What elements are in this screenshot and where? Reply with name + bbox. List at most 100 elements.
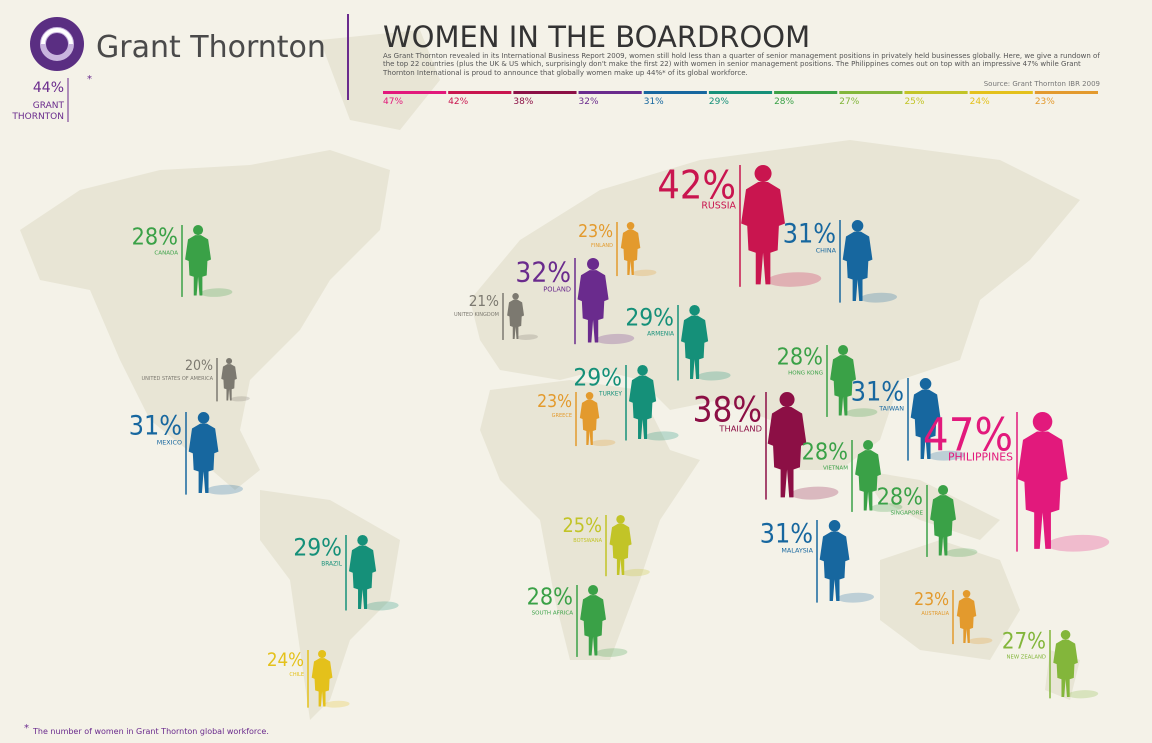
figure-body <box>507 299 525 340</box>
figure-shadow <box>837 592 875 603</box>
figure-shadow <box>790 486 839 500</box>
country-pct: 28% <box>527 584 573 611</box>
scale-bar <box>839 91 903 94</box>
country-name: THAILAND <box>718 423 762 433</box>
figure-shadow <box>206 484 244 495</box>
figure-shadow <box>696 371 731 381</box>
figure-shadow <box>591 439 616 447</box>
figure-head <box>689 305 700 316</box>
country-pct: 32% <box>515 256 571 289</box>
workforce-label: GRANT <box>33 101 65 111</box>
figure-shadow <box>200 288 233 297</box>
figure-body <box>628 375 657 439</box>
scale-label: 47% <box>383 97 403 107</box>
figure-head <box>838 345 849 356</box>
figure-shadow <box>622 568 650 577</box>
figure-body <box>680 315 709 379</box>
country-name: NEW ZEALAND <box>1007 655 1046 661</box>
country-name: AUSTRALIA <box>921 611 949 617</box>
scale-label: 32% <box>579 97 599 107</box>
country-name: ARMENIA <box>647 332 674 338</box>
figure-shadow <box>870 503 903 512</box>
figure-head <box>938 485 949 496</box>
figure-head <box>616 515 625 524</box>
country-pct: 29% <box>293 533 342 562</box>
figure-shadow <box>928 450 966 461</box>
country-pct: 28% <box>777 344 823 371</box>
figure-body <box>185 235 212 296</box>
figure-head <box>962 590 971 598</box>
scale-label: 24% <box>970 97 990 107</box>
country-name: CHINA <box>816 247 837 255</box>
figure-shadow <box>644 431 679 441</box>
figure-shadow <box>595 648 628 657</box>
country-name: RUSSIA <box>701 200 736 211</box>
intro: As Grant Thornton revealed in its Intern… <box>383 52 1100 77</box>
logo <box>30 17 84 71</box>
country-name: VIETNAM <box>823 466 848 472</box>
figure-body <box>930 495 957 556</box>
country-name: HONG KONG <box>788 371 823 377</box>
figure-shadow <box>632 269 657 277</box>
scale-bar <box>904 91 968 94</box>
country-pct: 20% <box>185 358 213 374</box>
country-pct: 23% <box>537 392 572 412</box>
country-pct: 28% <box>132 224 178 251</box>
scale-bar <box>1034 91 1098 94</box>
scale-label: 27% <box>839 97 859 107</box>
figure-body <box>577 270 609 343</box>
figure-body <box>741 182 785 285</box>
country-pct: 31% <box>129 411 182 442</box>
footnote-mark: * <box>24 723 29 734</box>
figure-head <box>828 520 841 532</box>
figure-head <box>637 365 648 376</box>
country-name: MEXICO <box>157 439 182 447</box>
figure-head <box>585 392 594 400</box>
figure-head <box>193 225 204 236</box>
figure-head <box>919 378 932 390</box>
figure-head <box>588 585 599 596</box>
workforce-pct: 44% <box>33 80 64 96</box>
figure-head <box>587 258 600 271</box>
figure-head <box>226 358 233 365</box>
figure-shadow <box>364 601 399 611</box>
figure-shadow <box>517 334 538 340</box>
figure-shadow <box>1047 534 1110 552</box>
figure-head <box>318 650 327 659</box>
figure-shadow <box>323 700 350 708</box>
figure-body <box>855 450 882 511</box>
scale-label: 31% <box>644 97 664 107</box>
country-name: POLAND <box>543 286 571 294</box>
figure-shadow <box>766 272 822 287</box>
country-name: CANADA <box>154 251 178 257</box>
figure-shadow <box>845 408 878 417</box>
figure-body <box>188 423 219 493</box>
figure-head <box>1032 412 1053 432</box>
figure-body <box>1053 639 1078 697</box>
figure-body <box>580 595 607 656</box>
scale-label: 28% <box>774 97 794 107</box>
country-pct: 29% <box>625 303 674 332</box>
figure-head <box>1060 630 1071 640</box>
figure-shadow <box>860 292 898 303</box>
scale-label: 25% <box>904 97 924 107</box>
figure-shadow <box>595 333 635 345</box>
figure-shadow <box>230 396 250 402</box>
figure-head <box>626 222 635 230</box>
intro-box: As Grant Thornton revealed in its Intern… <box>383 52 1100 77</box>
scale-bar <box>383 91 447 94</box>
country-name: UNITED STATES OF AMERICA <box>141 376 213 382</box>
country-pct: 31% <box>760 519 813 550</box>
asterisk: * <box>87 74 92 85</box>
workforce-label: THORNTON <box>11 112 64 122</box>
figure-body <box>221 364 237 401</box>
figure-body <box>767 407 807 498</box>
figure-body <box>609 523 632 576</box>
country-pct: 31% <box>783 219 836 250</box>
figure-head <box>512 293 519 300</box>
figure-head <box>197 412 210 424</box>
country-pct: 25% <box>563 514 603 537</box>
country-name: CHILE <box>289 672 304 678</box>
